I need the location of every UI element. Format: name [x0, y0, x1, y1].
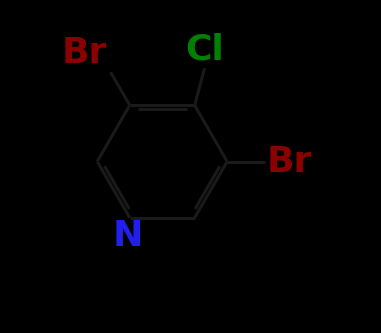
Text: Cl: Cl	[185, 33, 224, 67]
Text: Br: Br	[267, 145, 312, 178]
Text: N: N	[113, 219, 143, 253]
Text: Br: Br	[62, 36, 107, 71]
